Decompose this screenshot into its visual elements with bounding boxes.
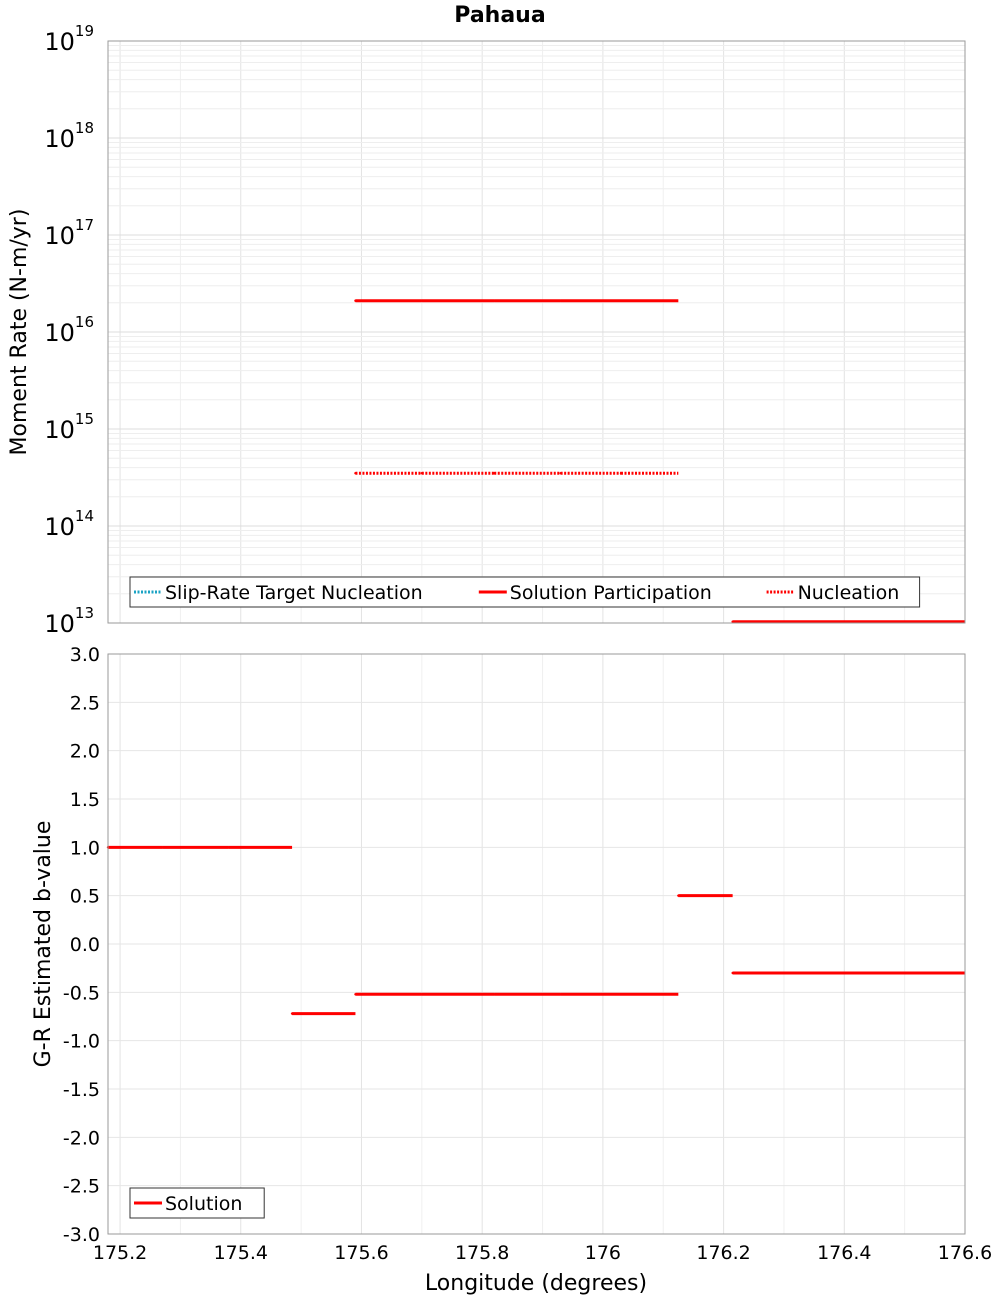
segment-joint xyxy=(559,299,562,302)
segment-joint xyxy=(354,299,357,302)
legend-label: Slip-Rate Target Nucleation xyxy=(165,582,423,604)
x-tick-label: 175.4 xyxy=(214,1242,268,1264)
x-tick-labels: 175.2 175.4 175.6 175.8 176 176.2 176.4 176.6 xyxy=(93,1242,992,1264)
series-layer xyxy=(106,845,965,1016)
plot-border xyxy=(107,653,966,1235)
y-tick-labels: 3.0 2.5 2.0 1.5 1.0 0.5 0.0 -0.5 -1.0 -1.5 -2.0 -2.… xyxy=(63,644,100,1246)
segment-joint xyxy=(493,299,496,302)
y-tick-base: 10 xyxy=(44,416,75,444)
plot-border xyxy=(107,40,966,624)
y-tick-label: 1.0 xyxy=(70,837,100,859)
x-axis-label: Longitude (degrees) xyxy=(425,1271,647,1296)
x-tick-label: 176.4 xyxy=(817,1242,871,1264)
segment-joint xyxy=(559,472,562,475)
segment-joint xyxy=(161,846,164,849)
y-tick-base: 10 xyxy=(44,610,75,638)
x-tick-label: 176 xyxy=(585,1242,621,1264)
segment-joint xyxy=(354,472,357,475)
y-tick-label: 1016 xyxy=(44,313,94,347)
x-tick-label: 176.2 xyxy=(696,1242,750,1264)
y-axis-label: Moment Rate (N-m/yr) xyxy=(7,209,32,456)
series-solution-participation xyxy=(354,299,965,624)
y-tick-label: 1019 xyxy=(44,22,94,56)
series-nucleation xyxy=(354,471,679,475)
legend-label: Solution xyxy=(165,1193,242,1215)
y-tick-label: -1.5 xyxy=(63,1079,100,1101)
y-tick-label: -2.5 xyxy=(63,1176,100,1198)
segment-joint xyxy=(420,993,424,996)
segment-joint xyxy=(559,993,562,996)
segment-joint xyxy=(619,993,623,996)
y-tick-label: 1.5 xyxy=(70,789,100,811)
y-tick-exponent: 18 xyxy=(75,119,94,137)
series-layer xyxy=(354,299,965,624)
series-solution xyxy=(106,845,965,1016)
segment-joint xyxy=(619,472,623,475)
y-tick-exponent: 15 xyxy=(75,410,94,428)
legend-label: Solution Participation xyxy=(510,582,712,604)
y-tick-exponent: 17 xyxy=(75,216,94,234)
y-tick-label: -3.0 xyxy=(63,1224,100,1246)
y-tick-exponent: 16 xyxy=(75,313,94,331)
x-tick-label: 175.2 xyxy=(93,1242,147,1264)
segment-joint xyxy=(731,971,734,975)
y-tick-label: 1013 xyxy=(44,604,94,638)
y-tick-label: 1014 xyxy=(44,507,94,541)
y-axis-label: G-R Estimated b-value xyxy=(31,821,56,1068)
y-tick-base: 10 xyxy=(44,28,75,56)
segment-joint xyxy=(354,993,357,996)
segment-joint xyxy=(677,894,680,897)
segment-joint xyxy=(290,1012,294,1015)
segment-joint xyxy=(493,472,496,475)
y-tick-base: 10 xyxy=(44,125,75,153)
segment-joint xyxy=(493,993,496,996)
x-tick-label: 175.8 xyxy=(455,1242,509,1264)
y-tick-label: -1.0 xyxy=(63,1031,100,1053)
x-tick-label: 175.6 xyxy=(334,1242,388,1264)
legend-label: Nucleation xyxy=(798,582,900,604)
segment-joint xyxy=(619,299,623,302)
y-tick-exponent: 14 xyxy=(75,507,94,525)
y-tick-label: 1015 xyxy=(44,410,94,444)
legend: Slip-Rate Target Nucleation Solution Part… xyxy=(129,576,921,608)
segment-joint xyxy=(227,846,230,849)
chart-title: Pahaua xyxy=(454,3,545,28)
x-tick-label: 176.6 xyxy=(938,1242,992,1264)
segment-joint xyxy=(420,472,424,475)
y-tick-exponent: 19 xyxy=(75,22,94,40)
y-tick-label: 3.0 xyxy=(70,644,100,666)
y-tick-label: 2.5 xyxy=(70,692,100,714)
y-tick-label: 2.0 xyxy=(70,741,100,763)
y-tick-exponent: 13 xyxy=(75,604,94,622)
y-tick-label: 0.0 xyxy=(70,934,100,956)
y-tick-label: 1018 xyxy=(44,119,94,153)
y-tick-base: 10 xyxy=(44,222,75,250)
legend: Solution xyxy=(129,1187,265,1219)
segment-joint xyxy=(420,299,424,302)
segment-joint xyxy=(731,620,734,623)
y-tick-base: 10 xyxy=(44,513,75,541)
y-tick-label: -0.5 xyxy=(63,982,100,1004)
y-tick-label: 0.5 xyxy=(70,886,100,908)
y-tick-label: -2.0 xyxy=(63,1127,100,1149)
y-tick-base: 10 xyxy=(44,319,75,347)
y-tick-label: 1017 xyxy=(44,216,94,250)
panel-b-value: 3.0 2.5 2.0 1.5 1.0 0.5 0.0 -0.5 -1.0 -1.5 -2.0 -2.… xyxy=(31,644,966,1246)
